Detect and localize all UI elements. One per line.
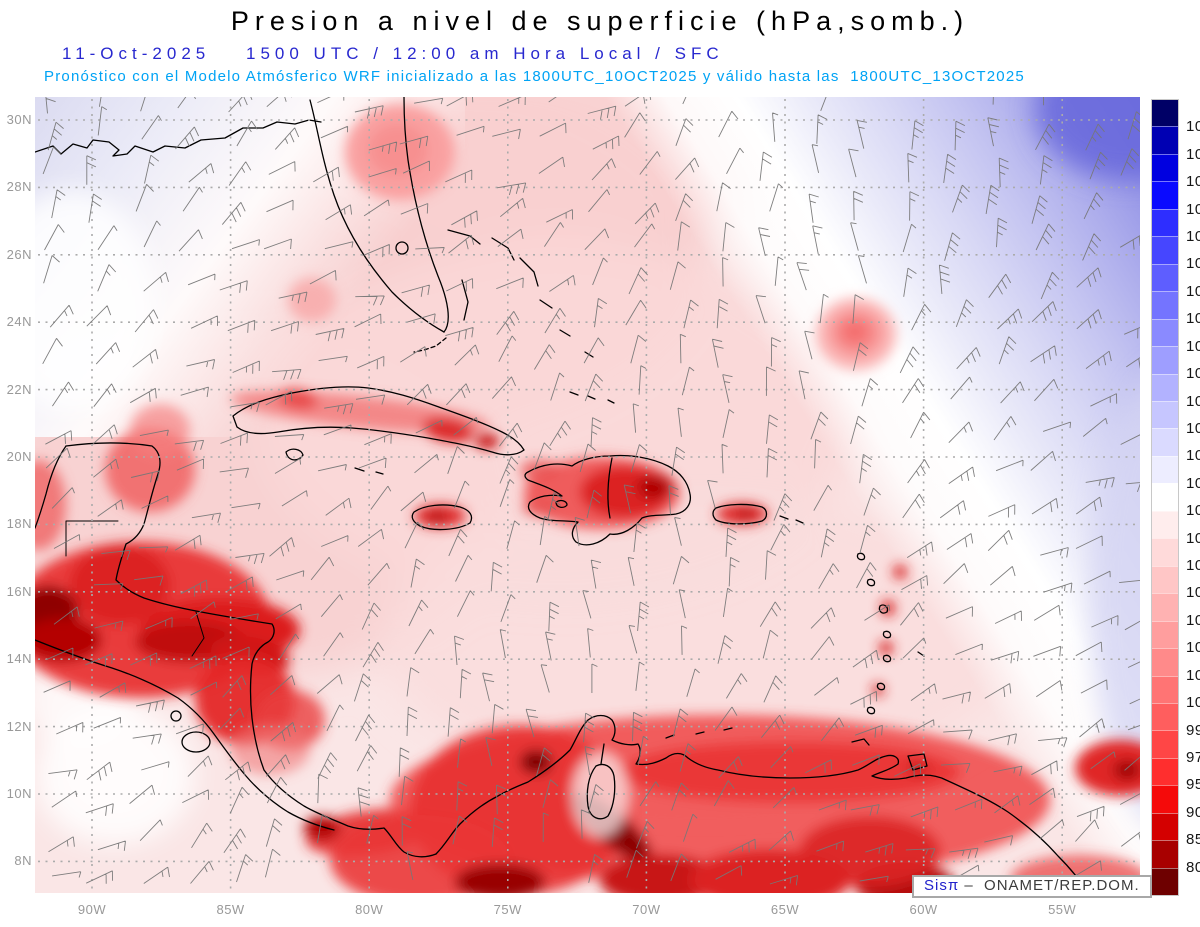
pressure-shading-atlantic-extras xyxy=(1035,97,1140,812)
colorbar-segment xyxy=(1152,236,1178,264)
colorbar-label: 1006 xyxy=(1186,611,1200,629)
colorbar-label: 990 xyxy=(1186,721,1200,739)
colorbar-segment xyxy=(1152,483,1178,511)
colorbar-label: 1022 xyxy=(1186,282,1200,300)
lon-label: 75W xyxy=(493,902,522,917)
colorbar-segment xyxy=(1152,812,1178,841)
wind-barbs xyxy=(42,97,1140,886)
colorbar-label: 1025 xyxy=(1186,255,1200,273)
colorbar-segment xyxy=(1152,757,1178,786)
colorbar-label: 1016 xyxy=(1186,419,1200,437)
colorbar-label: 950 xyxy=(1186,776,1200,794)
colorbar-segment xyxy=(1152,455,1178,484)
colorbar-segment xyxy=(1152,730,1178,758)
colorbar-segment xyxy=(1152,867,1178,896)
colorbar-segment xyxy=(1152,291,1178,319)
attribution-box: Sisπ – ONAMET/REP.DOM. xyxy=(912,875,1152,898)
colorbar-label: 1019 xyxy=(1186,337,1200,355)
colorbar-label: 1004 xyxy=(1186,639,1200,657)
lat-label: 20N xyxy=(6,449,32,464)
lat-label: 30N xyxy=(6,112,32,127)
attribution-brand: Sisπ xyxy=(924,877,960,894)
lon-label: 55W xyxy=(1048,902,1077,917)
colorbar-label: 900 xyxy=(1186,803,1200,821)
colorbar-label: 1008 xyxy=(1186,584,1200,602)
colorbar-label: 1028 xyxy=(1186,228,1200,246)
colorbar-segment xyxy=(1152,181,1178,209)
lat-label: 24N xyxy=(6,314,32,330)
colorbar-label: 1002 xyxy=(1186,666,1200,684)
colorbar-segment xyxy=(1152,126,1178,154)
colorbar-segment xyxy=(1152,538,1178,566)
lat-label: 16N xyxy=(6,583,32,599)
colorbar-segment xyxy=(1152,648,1178,676)
pressure-colorbar xyxy=(1151,99,1179,896)
lon-label: 60W xyxy=(909,902,938,917)
colorbar-label: 1018 xyxy=(1186,365,1200,383)
colorbar-segment xyxy=(1152,100,1178,127)
colorbar-segment xyxy=(1152,675,1178,703)
colorbar-segment xyxy=(1152,208,1178,237)
colorbar-segment xyxy=(1152,565,1178,594)
colorbar-label: 800 xyxy=(1186,858,1200,876)
colorbar-label: 1013 xyxy=(1186,502,1200,520)
forecast-description: Pronóstico con el Modelo Atmósferico WRF… xyxy=(44,68,1025,85)
valid-date: 11-Oct-2025 xyxy=(62,44,211,63)
colorbar-segment xyxy=(1152,510,1178,539)
colorbar-label: 1035 xyxy=(1186,173,1200,191)
lat-label: 14N xyxy=(6,651,32,667)
lat-label: 8N xyxy=(14,853,32,869)
lat-label: 18N xyxy=(6,516,32,532)
colorbar-label: 1012 xyxy=(1186,529,1200,547)
colorbar-label: 1017 xyxy=(1186,392,1200,410)
colorbar-segment xyxy=(1152,318,1178,347)
lat-label: 10N xyxy=(6,786,32,801)
lon-label: 65W xyxy=(770,902,800,917)
colorbar-label: 1000 xyxy=(1186,694,1200,712)
colorbar-segment xyxy=(1152,263,1178,292)
lat-label: 12N xyxy=(6,718,32,734)
lat-label: 28N xyxy=(6,179,32,195)
colorbar-label: 1040 xyxy=(1186,145,1200,163)
colorbar-label: 850 xyxy=(1186,831,1200,849)
lat-label: 22N xyxy=(6,381,32,397)
colorbar-segment xyxy=(1152,840,1178,868)
map-title: Presion a nivel de superficie (hPa,somb.… xyxy=(230,6,970,36)
colorbar-segment xyxy=(1152,153,1178,182)
colorbar-label: 970 xyxy=(1186,748,1200,766)
colorbar-segment xyxy=(1152,620,1178,649)
colorbar-segment xyxy=(1152,373,1178,401)
colorbar-label: 1015 xyxy=(1186,447,1200,465)
colorbar-label: 1014 xyxy=(1186,474,1200,492)
colorbar-label: 1030 xyxy=(1186,200,1200,218)
colorbar-segment xyxy=(1152,593,1178,621)
lat-label: 26N xyxy=(6,246,32,262)
colorbar-segment xyxy=(1152,400,1178,429)
lon-label: 80W xyxy=(355,902,384,917)
colorbar-label: 1020 xyxy=(1186,310,1200,328)
grid-dots xyxy=(38,99,1138,891)
colorbar-segment xyxy=(1152,346,1178,374)
pressure-shading-lows xyxy=(35,104,1140,893)
colorbar-segment xyxy=(1152,702,1178,731)
valid-time: 1500 UTC / 12:00 am Hora Local / SFC xyxy=(246,44,724,63)
attribution-org: – ONAMET/REP.DOM. xyxy=(959,877,1140,894)
lon-label: 90W xyxy=(77,902,107,917)
colorbar-label: 1050 xyxy=(1186,118,1200,136)
lon-label: 70W xyxy=(632,902,661,917)
lon-label: 85W xyxy=(216,902,245,917)
colorbar-segment xyxy=(1152,785,1178,813)
colorbar-segment xyxy=(1152,428,1178,456)
